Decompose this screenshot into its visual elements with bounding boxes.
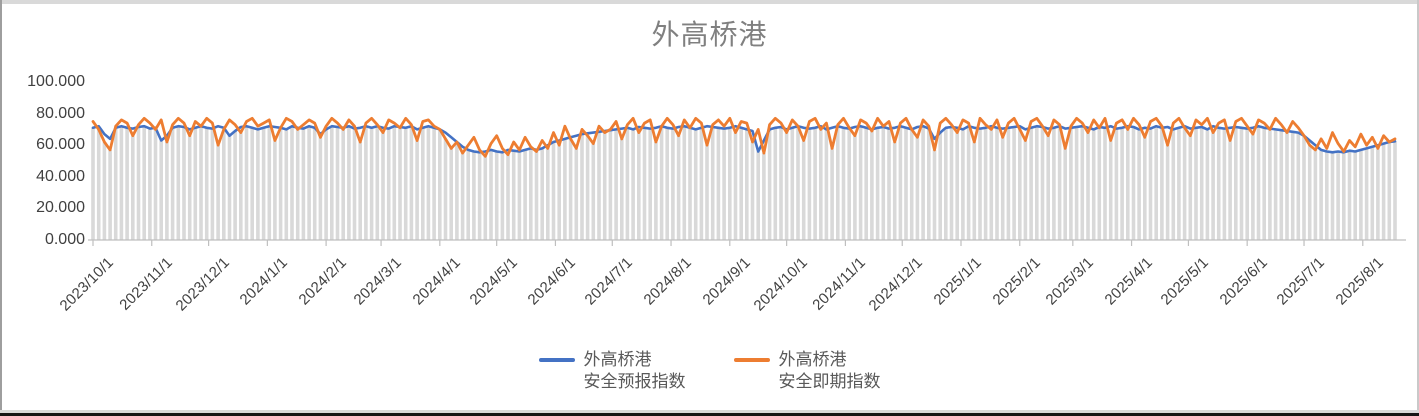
- legend-label-spot: 外高桥港 安全即期指数: [779, 349, 881, 394]
- y-axis-tick-label: 40.000: [36, 167, 85, 185]
- y-axis-tick-label: 20.000: [36, 199, 85, 217]
- chart-title: 外高桥港: [651, 19, 768, 50]
- legend-label-forecast: 外高桥港 安全预报指数: [584, 349, 686, 394]
- legend-label-forecast-line1: 外高桥港: [583, 350, 652, 369]
- window-edge-bottom: [0, 410, 1419, 413]
- y-axis-tick-label: 80.000: [36, 104, 85, 122]
- y-axis-tick-label: 100.000: [27, 73, 85, 90]
- window-edge-left: [0, 0, 2, 416]
- window-edge-right: [1417, 0, 1419, 416]
- window-edge-bottom-dark: [0, 413, 1419, 416]
- y-axis-tick-label: 60.000: [36, 136, 85, 154]
- legend-swatch-forecast: [538, 358, 575, 362]
- chart-legend: 外高桥港 安全预报指数 外高桥港 安全即期指数: [0, 349, 1419, 394]
- legend-item-forecast: 外高桥港 安全预报指数: [538, 349, 686, 394]
- y-axis-tick-label: 0.000: [44, 231, 85, 248]
- legend-label-forecast-line2: 安全预报指数: [583, 372, 686, 392]
- legend-swatch-spot: [733, 358, 770, 362]
- window-edge-top: [0, 0, 1419, 4]
- legend-label-spot-line1: 外高桥港: [778, 350, 847, 369]
- legend-item-spot: 外高桥港 安全即期指数: [733, 349, 881, 394]
- legend-label-spot-line2: 安全即期指数: [778, 372, 881, 392]
